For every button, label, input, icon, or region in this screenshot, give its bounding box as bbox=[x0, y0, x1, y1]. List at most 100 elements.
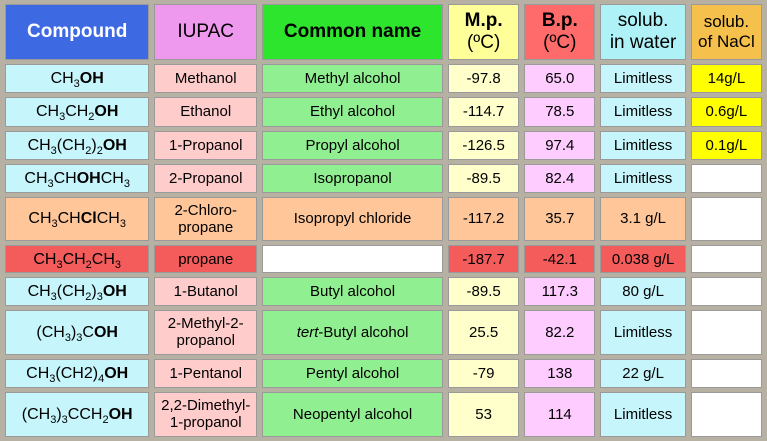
iupac-name-line: Methanol bbox=[174, 70, 237, 88]
iupac-name: 2-Propanol bbox=[154, 163, 258, 193]
melting-point: -114.7 bbox=[448, 97, 520, 127]
header-common-name: Common name bbox=[262, 4, 444, 61]
compound-formula: CH3CHOHCH3 bbox=[5, 163, 150, 193]
solubility-water: Limitless bbox=[600, 391, 686, 437]
header-bp-unit: (ºC) bbox=[543, 32, 577, 54]
formula-part: 3 bbox=[59, 111, 66, 124]
compound-formula: CH3(CH2)2OH bbox=[5, 130, 150, 160]
formula-part: CH bbox=[27, 283, 51, 301]
formula-part: 2 bbox=[85, 144, 92, 157]
formula-part: C bbox=[82, 323, 94, 341]
solubility-nacl bbox=[690, 163, 762, 193]
solubility-water: Limitless bbox=[600, 130, 686, 160]
formula-part: OH bbox=[79, 70, 104, 88]
solubility-nacl bbox=[690, 196, 762, 242]
iupac-name-line: 2-Propanol bbox=[169, 169, 243, 187]
melting-point: -126.5 bbox=[448, 130, 520, 160]
common-name-part: Ethyl alcohol bbox=[310, 103, 396, 121]
melting-point: -117.2 bbox=[448, 196, 520, 242]
melting-point: -187.7 bbox=[448, 245, 520, 274]
common-name: Propyl alcohol bbox=[262, 130, 444, 160]
formula-part: CH bbox=[27, 136, 51, 154]
header-soln-line2: of NaCl bbox=[698, 32, 755, 52]
common-name-part: Propyl alcohol bbox=[305, 136, 400, 154]
common-name-part: tert bbox=[296, 323, 319, 341]
iupac-name: 2,2-Dimethyl- 1-propanol bbox=[154, 391, 258, 437]
formula-part: 3 bbox=[50, 414, 57, 427]
melting-point: 53 bbox=[448, 391, 520, 437]
boiling-point: 117.3 bbox=[524, 277, 596, 307]
table-row: CH3(CH2)4OH 1-Pentanol Pentyl alcohol -79 13… bbox=[5, 358, 762, 388]
solubility-water: 0.038 g/L bbox=[600, 245, 686, 274]
iupac-name-line: propane bbox=[178, 250, 234, 268]
table-row: CH3CH2CH3 propane -187.7 -42.1 0.038 g/L bbox=[5, 245, 762, 274]
common-name-part: Neopentyl alcohol bbox=[292, 405, 413, 423]
common-name-part: Pentyl alcohol bbox=[305, 364, 400, 382]
compound-formula: CH3(CH2)3OH bbox=[5, 277, 150, 307]
solubility-nacl: 14g/L bbox=[690, 64, 762, 94]
iupac-name-line: 1-propanol bbox=[169, 414, 242, 432]
formula-part: 3 bbox=[119, 218, 126, 231]
formula-part: CH bbox=[35, 103, 60, 121]
iupac-name: Ethanol bbox=[154, 97, 258, 127]
compound-formula: CH3OH bbox=[5, 64, 150, 94]
formula-part: 3 bbox=[56, 258, 63, 271]
formula-part: OH bbox=[102, 136, 127, 154]
table-row: CH3CHOHCH3 2-Propanol Isopropanol -89.5 82.4… bbox=[5, 163, 762, 193]
formula-part: 3 bbox=[76, 332, 83, 345]
common-name-part: Isopropyl chloride bbox=[293, 210, 412, 228]
header-mp-label: M.p. bbox=[464, 10, 503, 32]
formula-part: (CH bbox=[56, 283, 86, 301]
formula-part: ) bbox=[70, 323, 77, 341]
formula-part: OH bbox=[104, 364, 129, 382]
solubility-nacl bbox=[690, 277, 762, 307]
common-name: Neopentyl alcohol bbox=[262, 391, 444, 437]
formula-part: CH bbox=[28, 210, 52, 228]
iupac-name-line: 2-Chloro- bbox=[174, 201, 237, 219]
common-name-part: Butyl alcohol bbox=[310, 283, 396, 301]
header-solw-line2: in water bbox=[609, 32, 677, 54]
solubility-water: 3.1 g/L bbox=[600, 196, 686, 242]
solubility-nacl: 0.1g/L bbox=[690, 130, 762, 160]
header-bp-label: B.p. bbox=[541, 10, 578, 32]
formula-part: CH bbox=[50, 70, 74, 88]
header-solubility-nacl: solub. of NaCl bbox=[690, 4, 762, 61]
iupac-name: 1-Propanol bbox=[154, 130, 258, 160]
compound-formula: CH3CH2OH bbox=[5, 97, 150, 127]
formula-part: OH bbox=[76, 169, 101, 187]
iupac-name: 1-Pentanol bbox=[154, 358, 258, 388]
solubility-nacl bbox=[690, 391, 762, 437]
formula-part: 3 bbox=[51, 218, 58, 231]
solubility-water: Limitless bbox=[600, 310, 686, 355]
melting-point: -79 bbox=[448, 358, 520, 388]
compound-formula: (CH3)3CCH2OH bbox=[5, 391, 150, 437]
compound-formula: CH3CH2CH3 bbox=[5, 245, 150, 274]
formula-part: 3 bbox=[114, 258, 122, 271]
iupac-name-line: 2-Methyl-2- bbox=[167, 315, 244, 333]
formula-part: 3 bbox=[50, 291, 57, 304]
header-iupac: IUPAC bbox=[154, 4, 258, 61]
common-name-part: Isopropanol bbox=[313, 169, 392, 187]
solubility-nacl bbox=[690, 358, 762, 388]
iupac-name-line: 1-Butanol bbox=[173, 283, 238, 301]
boiling-point: 138 bbox=[524, 358, 596, 388]
common-name: Pentyl alcohol bbox=[262, 358, 444, 388]
formula-part: CH bbox=[53, 169, 77, 187]
formula-part: ) bbox=[91, 283, 97, 301]
compound-formula: CH3CHClCH3 bbox=[5, 196, 150, 242]
formula-part: CH bbox=[91, 250, 115, 268]
boiling-point: 78.5 bbox=[524, 97, 596, 127]
common-name: Isopropanol bbox=[262, 163, 444, 193]
formula-part: 3 bbox=[96, 291, 103, 304]
boiling-point: 114 bbox=[524, 391, 596, 437]
formula-part: (CH bbox=[56, 136, 86, 154]
formula-part: 2 bbox=[85, 258, 92, 271]
table-row: (CH3)3CCH2OH 2,2-Dimethyl- 1-propanol Neope… bbox=[5, 391, 762, 437]
formula-part: OH bbox=[93, 323, 118, 341]
common-name: tert-Butyl alcohol bbox=[262, 310, 444, 355]
iupac-name: propane bbox=[154, 245, 258, 274]
formula-part: 3 bbox=[61, 414, 68, 427]
formula-part: OH bbox=[108, 405, 133, 423]
header-compound: Compound bbox=[5, 4, 150, 61]
